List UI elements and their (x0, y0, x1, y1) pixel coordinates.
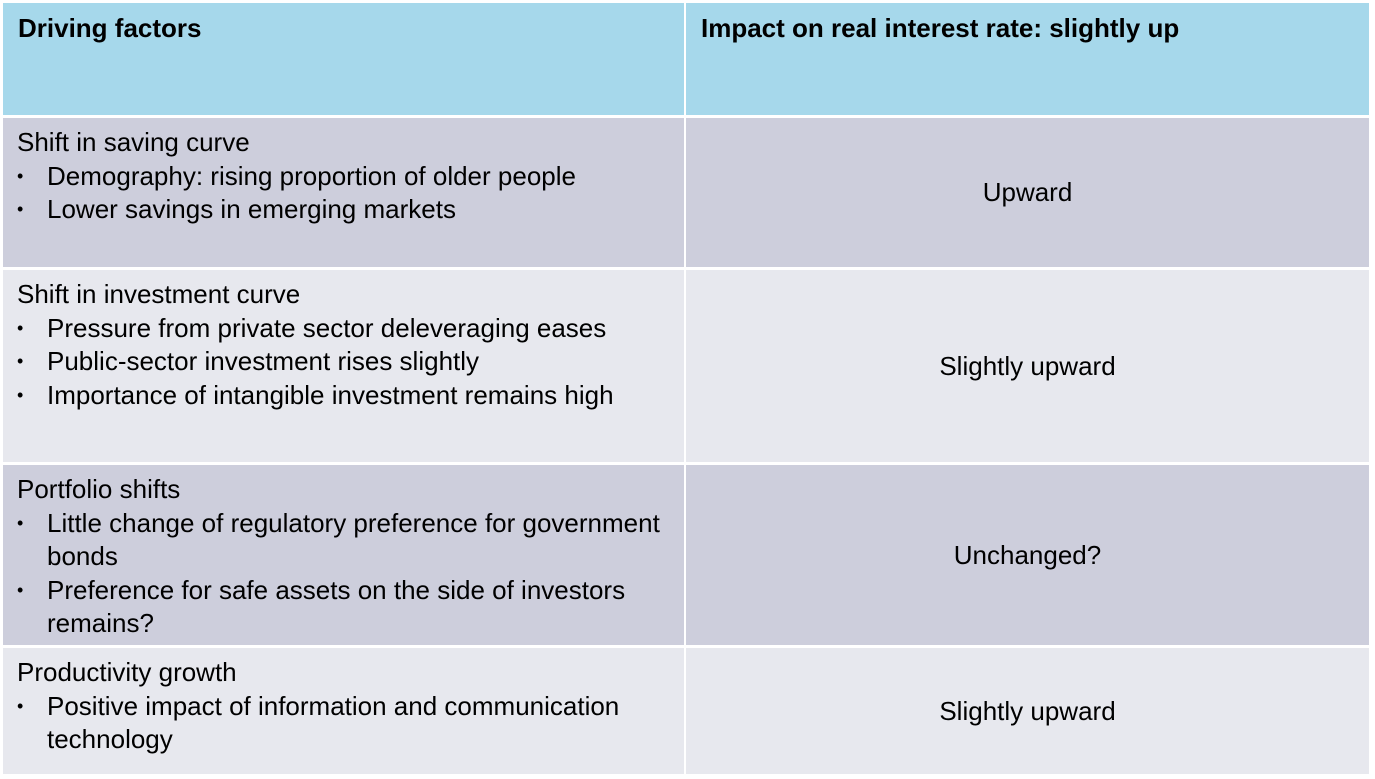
row-productivity-growth-impact: Slightly upward (686, 648, 1369, 774)
row-saving-curve-impact: Upward (686, 118, 1369, 267)
bullet-list: • Positive impact of information and comm… (17, 690, 670, 757)
row-saving-curve-factors: Shift in saving curve • Demography: risin… (3, 118, 684, 267)
list-item: • Importance of intangible investment rem… (17, 379, 670, 413)
bullet-icon: • (17, 199, 24, 219)
list-item: • Pressure from private sector deleveragi… (17, 312, 670, 346)
bullet-list: • Pressure from private sector deleveragi… (17, 312, 670, 413)
bullet-text: Lower savings in emerging markets (47, 194, 456, 224)
bullet-icon: • (17, 384, 24, 405)
bullet-text: Pressure from private sector deleveragin… (47, 312, 607, 343)
header-driving-factors: Driving factors (3, 3, 684, 115)
list-item: • Preference for safe assets on the side … (17, 574, 670, 641)
bullet-icon: • (17, 351, 24, 371)
bullet-text: Demography: rising proportion of older p… (47, 160, 576, 191)
row-productivity-growth-factors: Productivity growth • Positive impact of … (3, 648, 684, 774)
bullet-icon: • (17, 695, 24, 716)
row-title: Productivity growth (17, 657, 237, 687)
row-title: Shift in saving curve (17, 127, 250, 157)
bullet-icon: • (17, 165, 24, 186)
impact-value: Upward (982, 177, 1073, 207)
list-item: • Lower savings in emerging markets (17, 193, 670, 227)
header-impact: Impact on real interest rate: slightly u… (686, 3, 1369, 115)
list-item: • Positive impact of information and comm… (17, 690, 670, 757)
driving-factors-table: Driving factors Impact on real interest … (3, 3, 1369, 777)
bullet-text: Positive impact of information and commu… (47, 690, 620, 755)
bullet-icon: • (17, 579, 24, 600)
bullet-list: • Demography: rising proportion of older … (17, 160, 670, 227)
list-item: • Public-sector investment rises slightly (17, 345, 670, 379)
bullet-text: Importance of intangible investment rema… (47, 379, 614, 410)
bullet-list: • Little change of regulatory preference … (17, 507, 670, 641)
row-portfolio-shifts-factors: Portfolio shifts • Little change of regul… (3, 465, 684, 645)
row-title: Shift in investment curve (17, 279, 301, 309)
bullet-icon: • (17, 317, 24, 338)
impact-value: Slightly upward (939, 350, 1116, 381)
row-portfolio-shifts-impact: Unchanged? (686, 465, 1369, 645)
row-investment-curve-factors: Shift in investment curve • Pressure from… (3, 270, 684, 462)
bullet-text: Public-sector investment rises slightly (47, 346, 480, 376)
list-item: • Little change of regulatory preference … (17, 507, 670, 574)
impact-value: Unchanged? (953, 539, 1102, 570)
bullet-icon: • (17, 512, 24, 533)
row-investment-curve-impact: Slightly upward (686, 270, 1369, 462)
impact-value: Slightly upward (939, 695, 1116, 726)
bullet-text: Little change of regulatory preference f… (47, 507, 660, 572)
list-item: • Demography: rising proportion of older … (17, 160, 670, 194)
bullet-text: Preference for safe assets on the side o… (47, 574, 626, 639)
row-title: Portfolio shifts (17, 474, 181, 504)
